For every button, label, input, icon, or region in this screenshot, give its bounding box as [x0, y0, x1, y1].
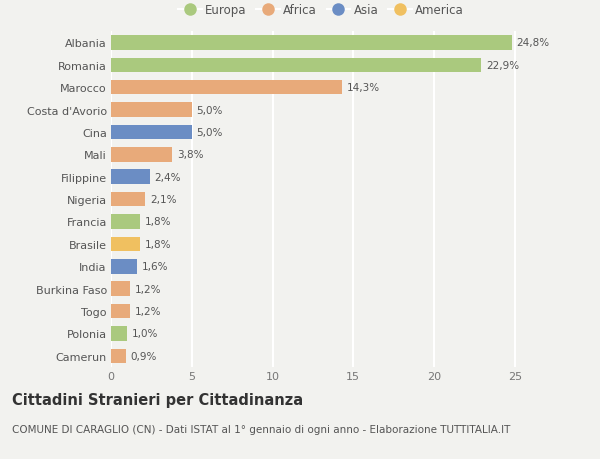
Bar [111, 81, 342, 95]
Text: 0,9%: 0,9% [130, 351, 157, 361]
Bar [111, 282, 130, 296]
Text: 3,8%: 3,8% [177, 150, 204, 160]
Text: 1,2%: 1,2% [135, 284, 162, 294]
Bar [111, 259, 137, 274]
Text: 1,0%: 1,0% [132, 329, 158, 339]
Bar [111, 125, 192, 140]
Text: 2,1%: 2,1% [150, 195, 176, 205]
Bar [111, 192, 145, 207]
Text: 5,0%: 5,0% [197, 105, 223, 115]
Bar [111, 215, 140, 229]
Text: 1,8%: 1,8% [145, 217, 172, 227]
Text: 14,3%: 14,3% [347, 83, 380, 93]
Bar [111, 36, 512, 50]
Bar [111, 349, 125, 363]
Text: 1,6%: 1,6% [142, 262, 168, 272]
Bar [111, 237, 140, 252]
Bar [111, 170, 150, 185]
Text: Cittadini Stranieri per Cittadinanza: Cittadini Stranieri per Cittadinanza [12, 392, 303, 408]
Text: 1,8%: 1,8% [145, 239, 172, 249]
Bar [111, 326, 127, 341]
Text: 24,8%: 24,8% [517, 38, 550, 48]
Text: 2,4%: 2,4% [155, 172, 181, 182]
Text: COMUNE DI CARAGLIO (CN) - Dati ISTAT al 1° gennaio di ogni anno - Elaborazione T: COMUNE DI CARAGLIO (CN) - Dati ISTAT al … [12, 425, 511, 435]
Bar [111, 304, 130, 319]
Bar [111, 58, 481, 73]
Text: 5,0%: 5,0% [197, 128, 223, 138]
Text: 22,9%: 22,9% [486, 61, 519, 71]
Text: 1,2%: 1,2% [135, 306, 162, 316]
Legend: Europa, Africa, Asia, America: Europa, Africa, Asia, America [176, 2, 466, 20]
Bar [111, 103, 192, 118]
Bar [111, 148, 172, 162]
